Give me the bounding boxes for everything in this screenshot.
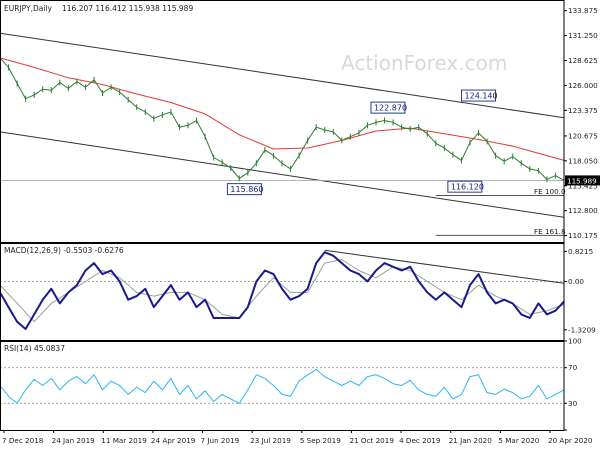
x-axis: 7 Dec 2018 24 Jan 2019 11 Mar 2019 24 Apr 2… <box>2 430 593 445</box>
price-frame <box>0 0 565 243</box>
fe-level-label: FE 100.0 <box>534 187 566 196</box>
macd-signal-line <box>0 259 565 323</box>
price-y-tick-label: 115.425 <box>568 181 598 190</box>
x-tick-label: 5 Sep 2019 <box>300 436 341 445</box>
annotation-box <box>370 101 406 114</box>
rsi-panel: 100 70 30 <box>0 337 582 431</box>
channel-upper-line <box>0 32 565 119</box>
price-y-tick-label: 126.000 <box>568 81 598 90</box>
annotation-label: 115.860 <box>230 185 263 194</box>
annotation-label: 116.120 <box>451 183 484 192</box>
price-y-tick-label: 133.875 <box>568 6 598 15</box>
rsi-frame <box>0 341 565 431</box>
price-y-tick-label: 110.175 <box>568 231 598 240</box>
macd-y-tick-label: -1.3209 <box>568 325 596 334</box>
rsi-y-tick-label: 30 <box>568 399 578 408</box>
rsi-line <box>0 369 565 404</box>
rsi-title: RSI(14) 45.0837 <box>4 344 65 353</box>
price-y-tick-label: 112.800 <box>568 206 598 215</box>
last-price-box <box>565 175 600 186</box>
x-tick-label: 5 Mar 2020 <box>498 436 539 445</box>
price-y-tick-label: 131.250 <box>568 31 598 40</box>
x-tick-label: 11 Mar 2019 <box>101 436 147 445</box>
annotation-box <box>447 180 483 193</box>
rsi-y-tick-label: 70 <box>568 363 578 372</box>
macd-panel: 0.8215 0.00 -1.3209 <box>0 247 596 334</box>
macd-title: MACD(12,26,9) -0.5503 -0.6276 <box>4 246 124 255</box>
x-tick-label: 23 Jul 2019 <box>250 436 291 445</box>
chart-title: EURJPY,Daily <box>4 4 53 13</box>
macd-y-tick-label: 0.8215 <box>568 247 593 256</box>
price-y-tick-label: 120.675 <box>568 131 598 140</box>
x-tick-label: 24 Apr 2019 <box>151 436 196 445</box>
channel-lower-line <box>0 131 565 218</box>
price-panel: 133.875 131.250 128.625 126.000 123.375 120.6… <box>0 6 600 240</box>
macd-line <box>0 251 565 330</box>
x-tick-label: 7 Dec 2018 <box>2 436 44 445</box>
price-y-tick-label: 123.375 <box>568 106 598 115</box>
x-tick-label: 20 Apr 2020 <box>548 436 593 445</box>
annotation-label: 122.870 <box>374 104 407 113</box>
last-price-label: 115.989 <box>567 176 597 185</box>
price-y-tick-label: 118.050 <box>568 156 598 165</box>
price-line <box>0 57 565 181</box>
annotation-box <box>461 89 497 102</box>
x-tick-label: 21 Jan 2020 <box>449 436 493 445</box>
x-tick-label: 4 Dec 2019 <box>399 436 441 445</box>
macd-frame <box>0 243 565 341</box>
annotation-label: 124.140 <box>465 92 498 101</box>
watermark: ActionForex.com <box>341 51 507 75</box>
x-tick-label: 24 Jan 2019 <box>52 436 96 445</box>
x-tick-label: 7 Jun 2019 <box>201 436 240 445</box>
x-tick-label: 21 Oct 2019 <box>349 436 394 445</box>
price-y-tick-label: 128.625 <box>568 56 598 65</box>
rsi-y-tick-label: 100 <box>568 337 582 346</box>
ohlc-readout: 116.207 116.412 115.938 115.989 <box>62 4 193 13</box>
fe-level-label: FE 161.8 <box>534 227 566 236</box>
annotation-box <box>226 183 262 196</box>
macd-trendline <box>324 249 565 284</box>
macd-y-tick-label: 0.00 <box>568 277 584 286</box>
